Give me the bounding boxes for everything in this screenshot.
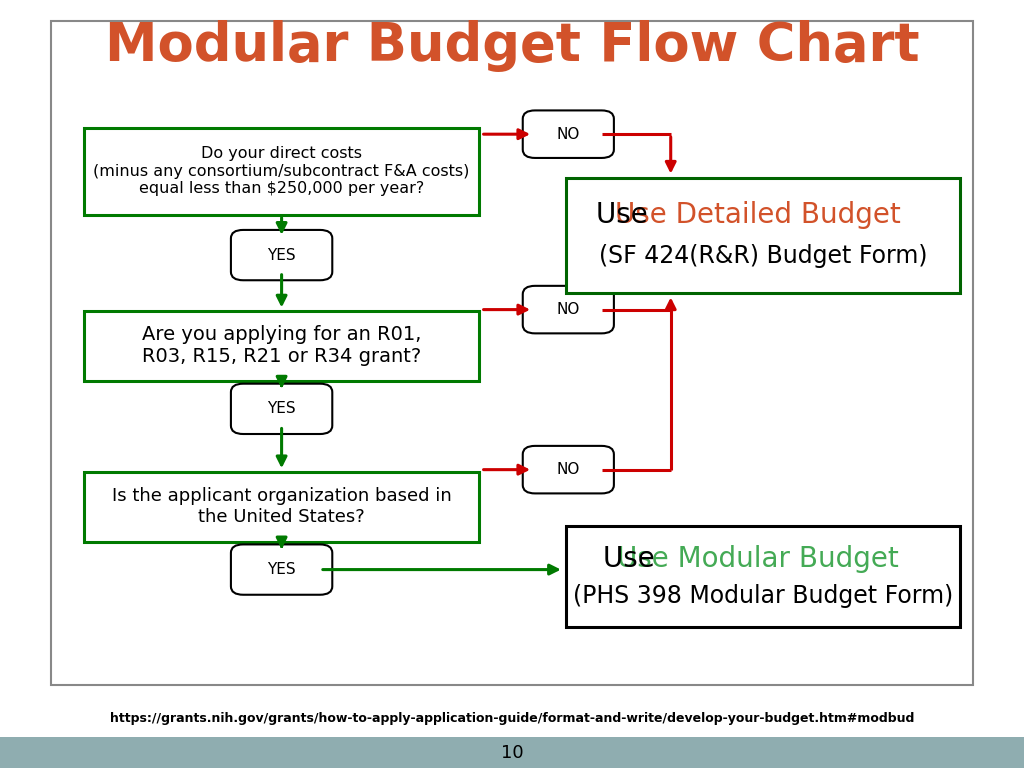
Text: Use: Use xyxy=(602,545,664,573)
Text: Use Detailed Budget: Use Detailed Budget xyxy=(614,200,901,229)
Text: https://grants.nih.gov/grants/how-to-apply-application-guide/format-and-write/de: https://grants.nih.gov/grants/how-to-app… xyxy=(110,712,914,725)
FancyBboxPatch shape xyxy=(565,178,961,293)
Text: 10: 10 xyxy=(501,743,523,762)
FancyBboxPatch shape xyxy=(523,286,614,333)
Text: Do your direct costs
(minus any consortium/subcontract F&A costs)
equal less tha: Do your direct costs (minus any consorti… xyxy=(93,147,470,196)
Text: Use: Use xyxy=(596,200,656,229)
Text: NO: NO xyxy=(557,462,580,477)
FancyBboxPatch shape xyxy=(523,446,614,493)
Text: NO: NO xyxy=(557,302,580,317)
FancyBboxPatch shape xyxy=(523,111,614,158)
Text: NO: NO xyxy=(557,127,580,141)
FancyBboxPatch shape xyxy=(85,127,479,215)
Text: Modular Budget Flow Chart: Modular Budget Flow Chart xyxy=(104,20,920,72)
Text: Use Modular Budget: Use Modular Budget xyxy=(616,545,899,573)
FancyBboxPatch shape xyxy=(231,384,332,434)
Text: YES: YES xyxy=(267,562,296,577)
FancyBboxPatch shape xyxy=(565,526,961,627)
Text: Is the applicant organization based in
the United States?: Is the applicant organization based in t… xyxy=(112,487,452,526)
Text: Are you applying for an R01,
R03, R15, R21 or R34 grant?: Are you applying for an R01, R03, R15, R… xyxy=(142,326,421,366)
Text: (SF 424(R&R) Budget Form): (SF 424(R&R) Budget Form) xyxy=(599,244,927,269)
FancyBboxPatch shape xyxy=(231,230,332,280)
FancyBboxPatch shape xyxy=(231,545,332,594)
Text: (PHS 398 Modular Budget Form): (PHS 398 Modular Budget Form) xyxy=(572,584,953,608)
FancyBboxPatch shape xyxy=(85,472,479,541)
Text: YES: YES xyxy=(267,402,296,416)
Bar xyxy=(0,737,1024,768)
FancyBboxPatch shape xyxy=(85,311,479,381)
Text: YES: YES xyxy=(267,247,296,263)
